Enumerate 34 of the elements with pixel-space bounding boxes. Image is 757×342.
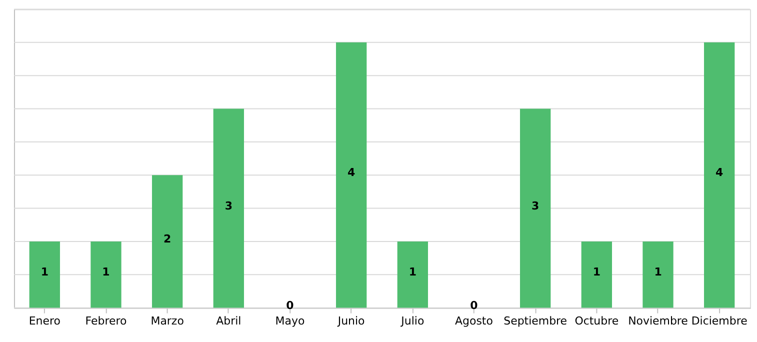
data-label: 3 (532, 199, 540, 212)
data-label: 3 (224, 199, 232, 212)
data-label: 1 (654, 266, 662, 279)
x-tick-label: Octubre (574, 314, 619, 328)
x-tick-label: Junio (336, 314, 366, 328)
x-tick-label: Marzo (150, 314, 184, 328)
data-label: 4 (348, 166, 356, 180)
bar (213, 108, 244, 308)
bar (90, 241, 122, 308)
data-label: 1 (102, 266, 110, 279)
x-tick-label: Mayo (275, 314, 305, 328)
bar (704, 42, 735, 308)
data-label: 1 (592, 266, 600, 279)
data-label: 1 (40, 266, 48, 279)
x-tick-label: Noviembre (628, 314, 688, 328)
bar (581, 241, 612, 308)
bar (520, 108, 551, 308)
data-label: 2 (164, 232, 172, 246)
x-tick-label: Septiembre (504, 314, 568, 328)
data-label: 1 (408, 266, 416, 279)
bar (397, 241, 428, 308)
x-tick-label: Julio (400, 314, 424, 328)
data-label: 0 (286, 298, 294, 312)
bar (152, 175, 183, 308)
bar (642, 241, 674, 308)
data-label: 0 (470, 298, 478, 312)
x-tick-label: Agosto (455, 314, 494, 328)
x-tick-label: Febrero (85, 314, 127, 328)
bar (29, 241, 60, 308)
bar (336, 42, 367, 308)
data-label: 4 (716, 166, 724, 180)
x-tick-label: Abril (216, 314, 242, 328)
x-tick-label: Diciembre (691, 314, 748, 328)
x-tick-label: Enero (28, 314, 61, 328)
